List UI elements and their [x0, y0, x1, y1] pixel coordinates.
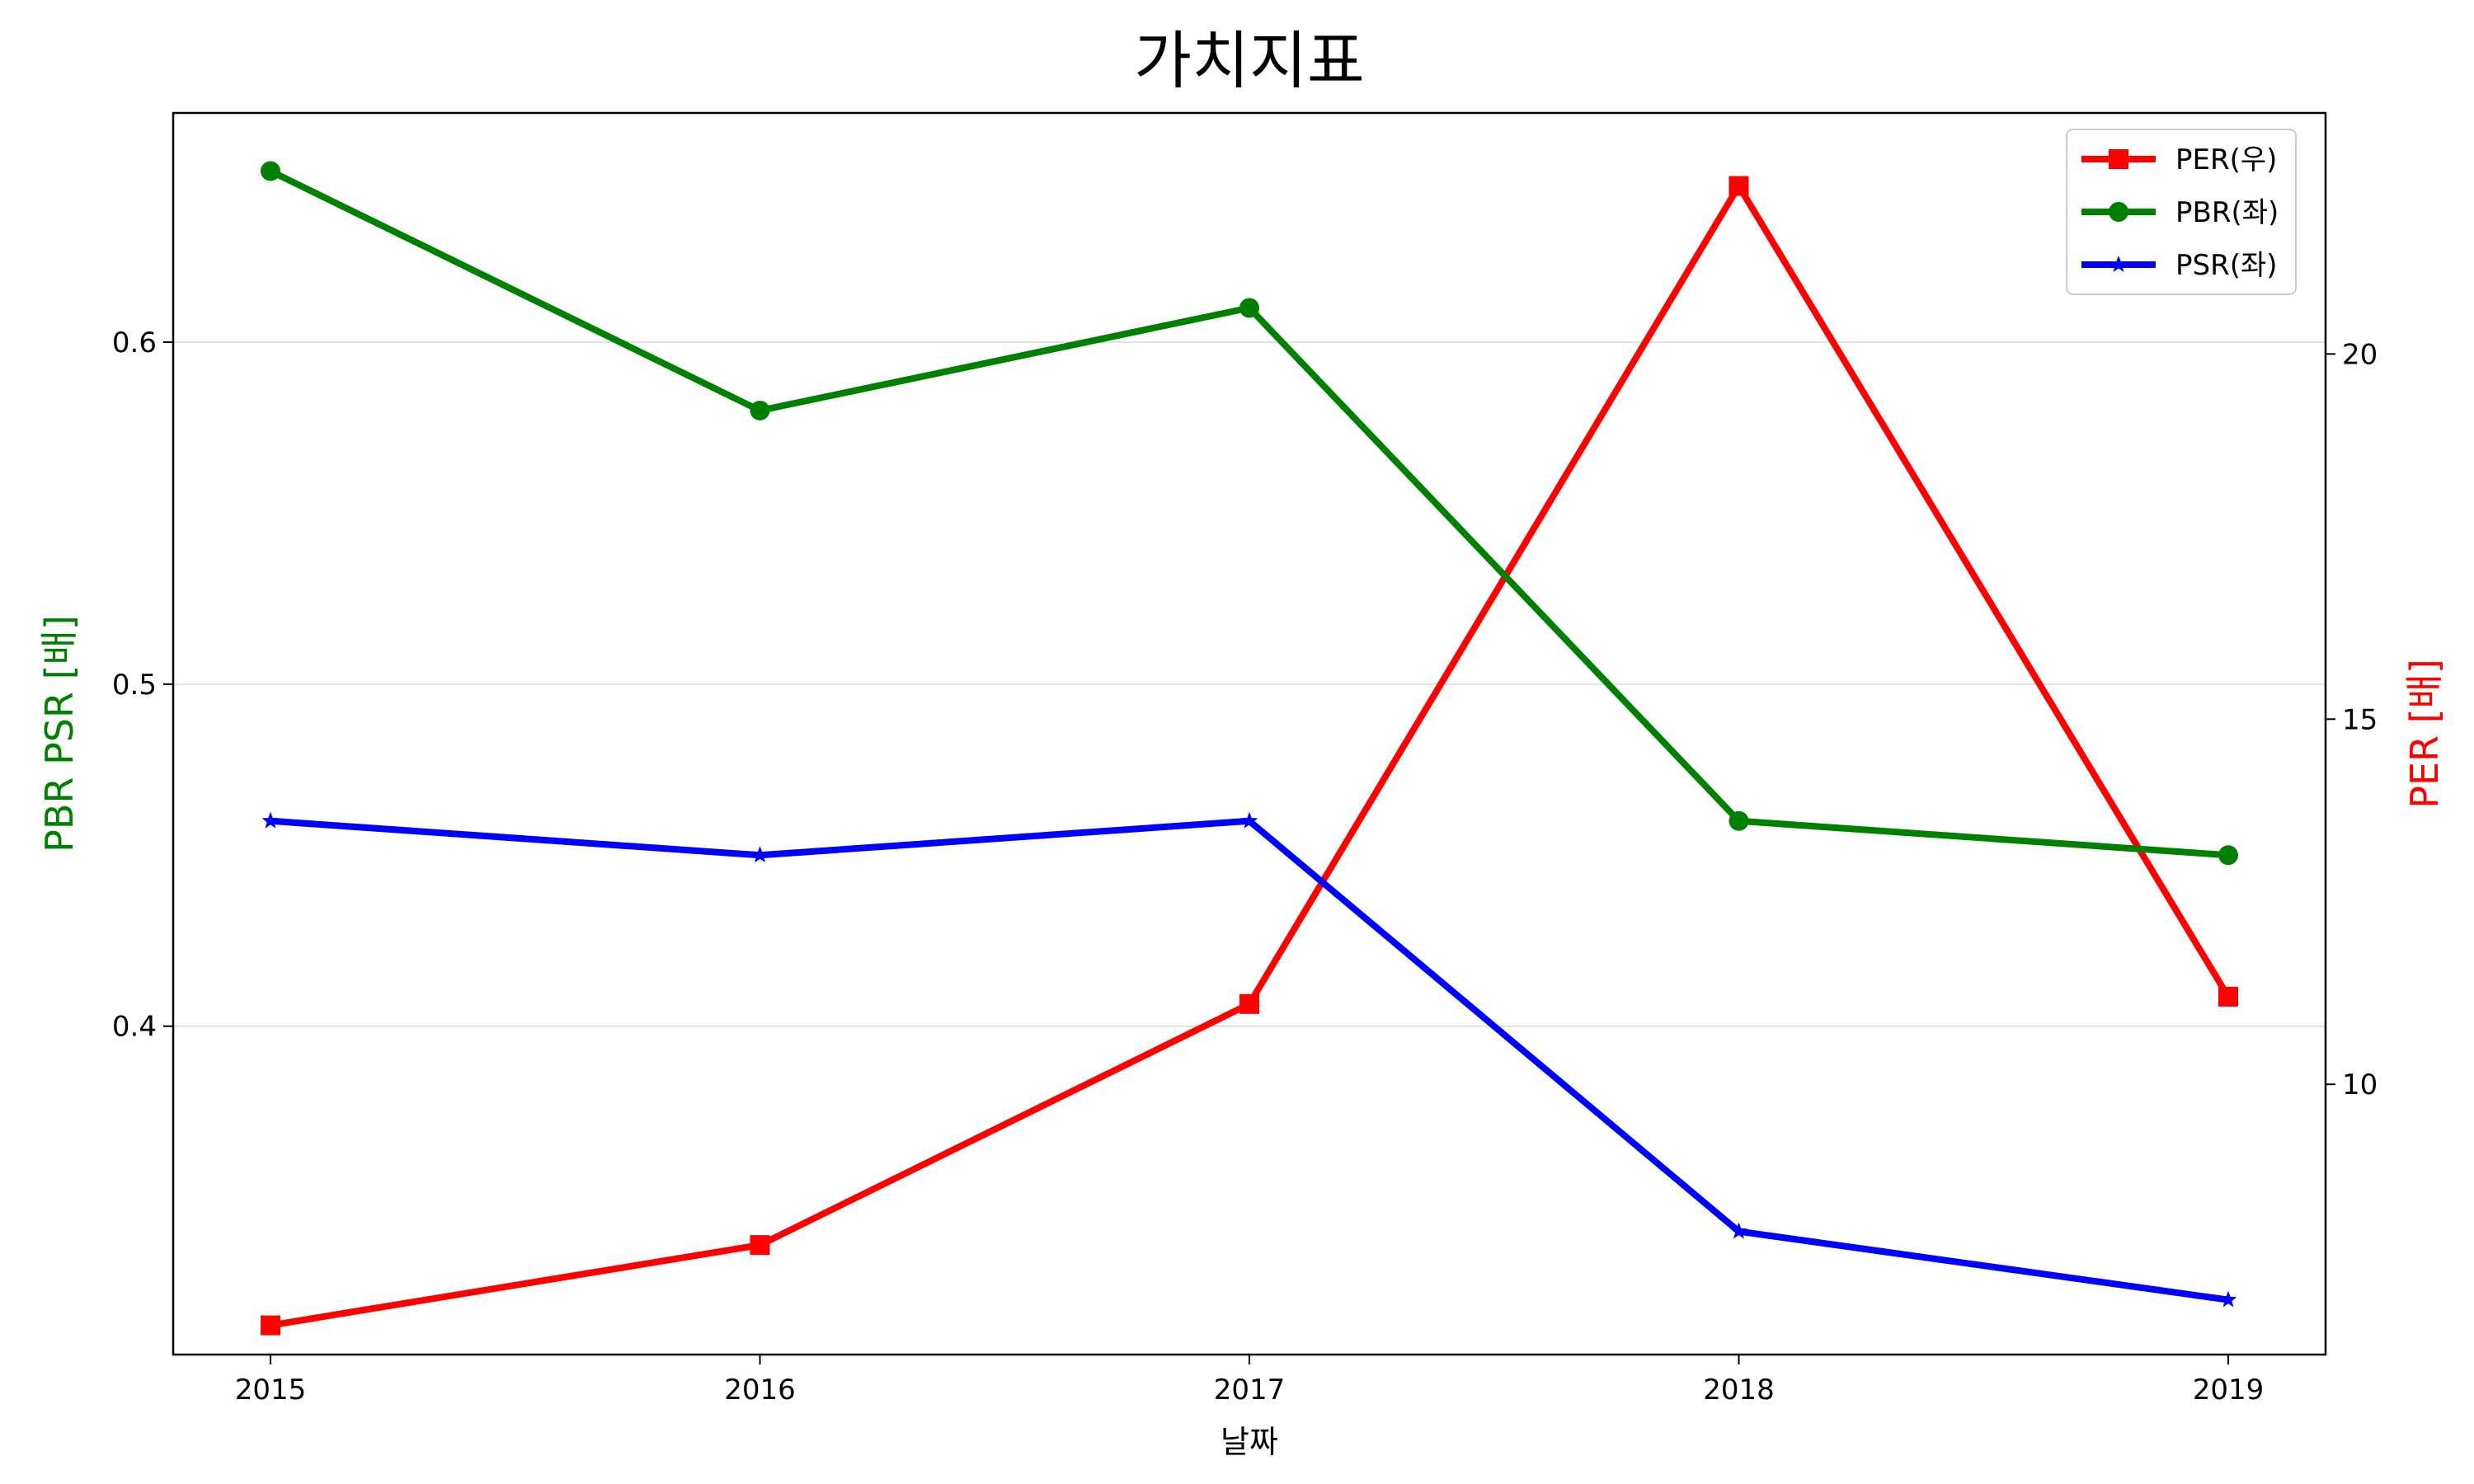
- series-layer: [261, 161, 2238, 1336]
- series-1: [261, 161, 2238, 866]
- series-2: [261, 811, 2237, 1308]
- series-0-point-0: [261, 1315, 280, 1336]
- series-2-point-2: [1240, 811, 1258, 829]
- series-0: [261, 176, 2238, 1336]
- left-y-tick-label-1: 0.5: [112, 669, 157, 702]
- series-line-2: [270, 817, 2229, 1303]
- series-2-point-3: [1730, 1222, 1747, 1239]
- series-1-point-3: [1729, 810, 1749, 831]
- series-0-point-2: [1239, 993, 1259, 1014]
- legend-box: [2066, 129, 2297, 295]
- chart-title: 가치지표: [1134, 24, 1365, 97]
- legend-swatch-marker-1: [2109, 202, 2128, 222]
- right-y-axis: 10 15 20: [2326, 338, 2378, 1101]
- series-0-point-4: [2218, 986, 2238, 1007]
- series-1-point-2: [1239, 298, 1259, 318]
- right-y-axis-title: PER [배]: [2402, 659, 2447, 809]
- legend-label-1: PBR(좌): [2175, 196, 2279, 229]
- legend-item-2: PSR(좌): [2081, 249, 2278, 282]
- x-tick-label-1: 2016: [724, 1374, 796, 1407]
- legend-item-0: PER(우): [2081, 143, 2277, 176]
- x-tick-label-0: 2015: [235, 1374, 307, 1407]
- x-tick-label-3: 2018: [1703, 1374, 1775, 1407]
- series-0-point-1: [750, 1235, 770, 1256]
- legend-label-0: PER(우): [2175, 143, 2277, 176]
- right-y-tick-label-1: 15: [2342, 703, 2378, 736]
- grid-lines: [173, 341, 2326, 1027]
- series-2-point-0: [261, 811, 280, 829]
- legend-item-1: PBR(좌): [2081, 196, 2279, 229]
- series-2-point-1: [751, 846, 769, 863]
- x-axis-title: 날짜: [1221, 1424, 1278, 1460]
- left-y-tick-label-2: 0.6: [112, 326, 157, 359]
- series-1-point-1: [750, 400, 770, 420]
- legend-label-2: PSR(좌): [2175, 249, 2278, 282]
- left-y-axis: 0.4 0.5 0.6: [112, 326, 173, 1044]
- legend: PER(우) PBR(좌) PSR(좌): [2066, 129, 2297, 295]
- series-1-point-0: [261, 161, 280, 181]
- right-y-tick-label-0: 10: [2342, 1068, 2378, 1101]
- x-tick-label-2: 2017: [1214, 1374, 1286, 1407]
- legend-swatch-marker-0: [2109, 149, 2128, 169]
- series-0-point-3: [1729, 176, 1749, 196]
- left-y-tick-label-0: 0.4: [112, 1011, 157, 1044]
- left-y-axis-title: PBR PSR [배]: [37, 615, 82, 852]
- series-line-0: [270, 182, 2232, 1329]
- x-axis: 2015 2016 2017 2018 2019: [235, 1355, 2265, 1407]
- x-tick-label-4: 2019: [2193, 1374, 2265, 1407]
- series-1-point-4: [2218, 845, 2238, 866]
- right-y-tick-label-2: 20: [2342, 338, 2378, 371]
- series-2-point-4: [2219, 1290, 2237, 1308]
- legend-swatch-marker-2: [2109, 256, 2128, 272]
